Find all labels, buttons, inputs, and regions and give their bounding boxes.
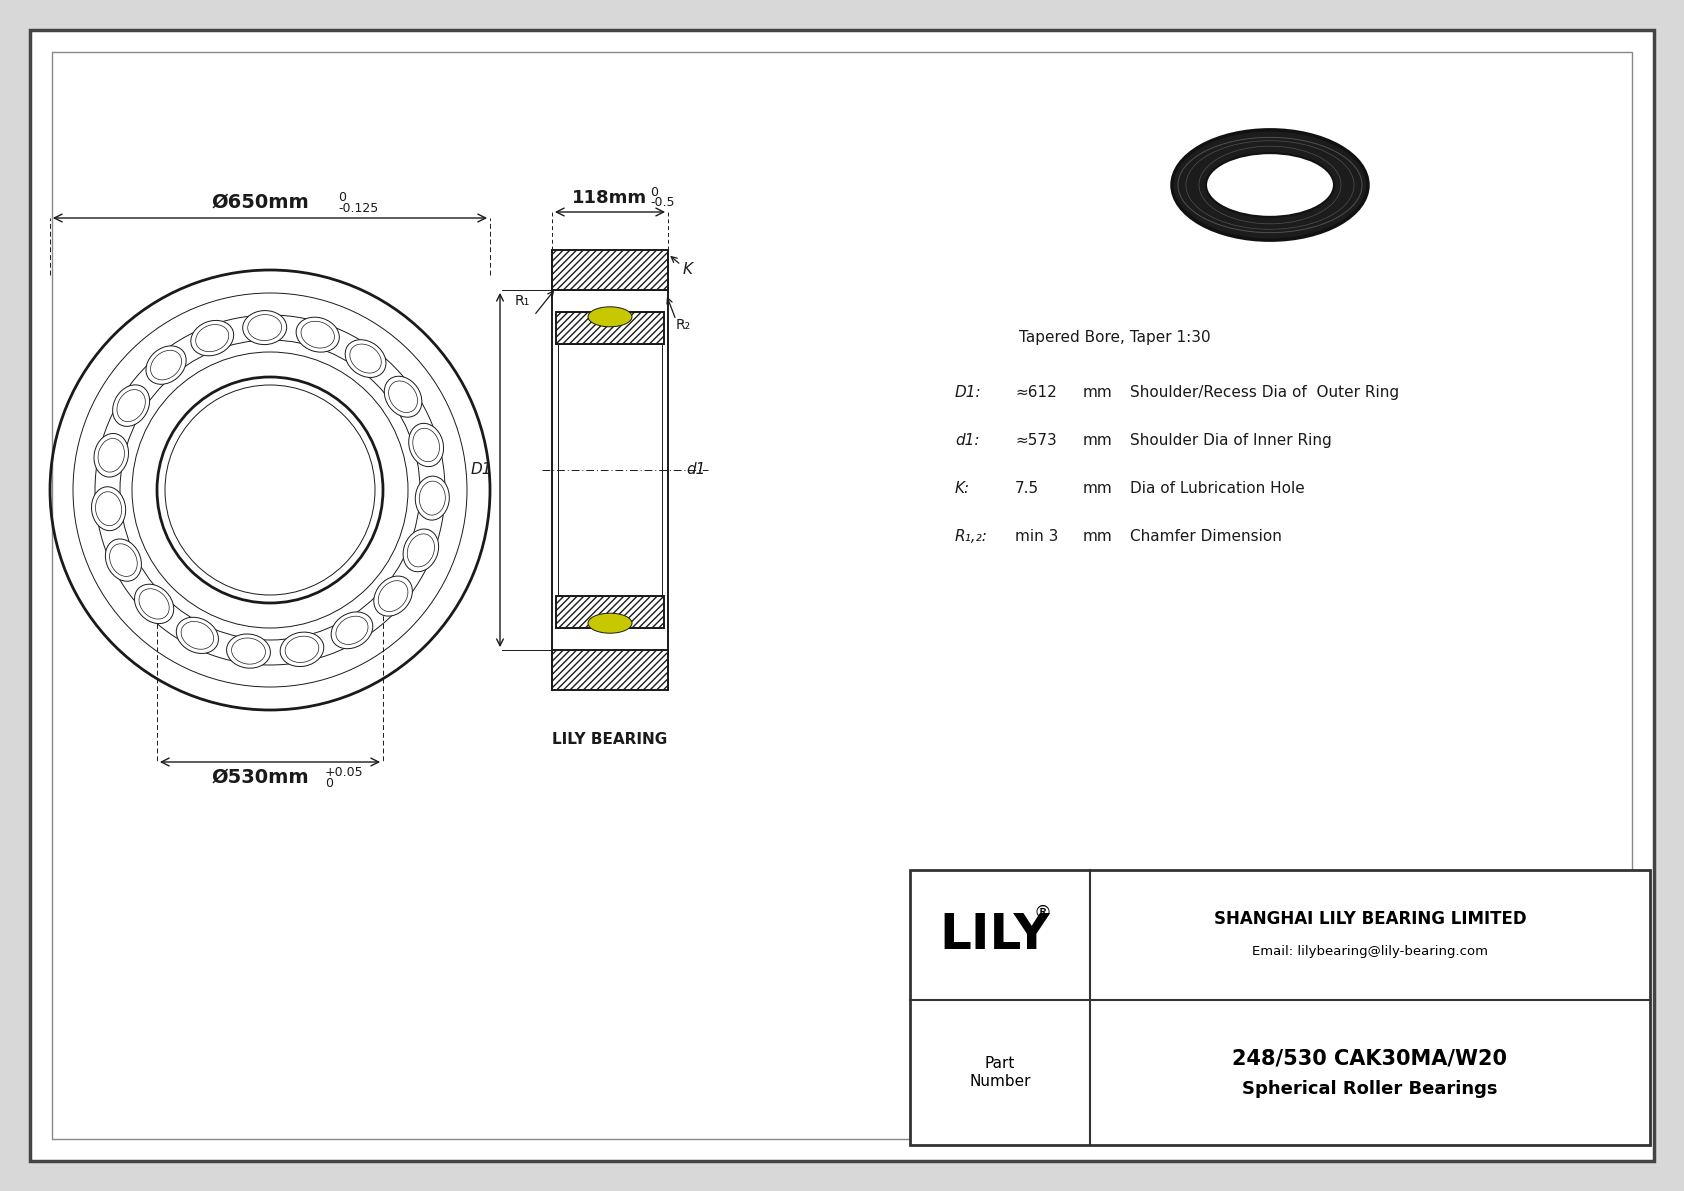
Text: 0: 0 [650,186,658,199]
Ellipse shape [147,345,187,385]
Ellipse shape [588,307,632,326]
Ellipse shape [280,632,323,667]
Bar [556,312,663,343]
Ellipse shape [296,317,340,353]
Text: d1: d1 [685,462,706,478]
Text: Email: lilybearing@lily-bearing.com: Email: lilybearing@lily-bearing.com [1251,944,1489,958]
Text: LILY BEARING: LILY BEARING [552,732,667,747]
Text: ≈573: ≈573 [1015,434,1058,448]
Ellipse shape [1172,130,1367,241]
Ellipse shape [177,617,219,654]
Text: R₂: R₂ [675,318,690,332]
Ellipse shape [190,320,234,356]
Text: 0: 0 [338,191,345,204]
Text: Ø650mm: Ø650mm [210,193,308,212]
Ellipse shape [416,476,450,520]
Text: +0.05: +0.05 [325,766,364,779]
Ellipse shape [91,487,126,531]
Ellipse shape [588,613,632,634]
Text: 118mm: 118mm [573,189,648,207]
Text: R₁: R₁ [515,294,530,307]
Text: R₁,₂:: R₁,₂: [955,529,989,544]
Text: mm: mm [1083,385,1113,400]
Text: Shoulder/Recess Dia of  Outer Ring: Shoulder/Recess Dia of Outer Ring [1130,385,1399,400]
Text: LILY: LILY [940,911,1051,959]
Text: 7.5: 7.5 [1015,481,1039,495]
Text: Spherical Roller Bearings: Spherical Roller Bearings [1243,1079,1497,1097]
Text: SHANGHAI LILY BEARING LIMITED: SHANGHAI LILY BEARING LIMITED [1214,910,1526,928]
Ellipse shape [227,634,271,668]
Ellipse shape [409,423,443,467]
Text: K:: K: [955,481,970,495]
Ellipse shape [1206,154,1334,217]
Bar [552,250,669,289]
Text: Tapered Bore, Taper 1:30: Tapered Bore, Taper 1:30 [1019,330,1211,345]
Bar [909,869,1650,1145]
Text: ≈612: ≈612 [1015,385,1058,400]
Ellipse shape [106,540,141,581]
Text: d1:: d1: [955,434,980,448]
Text: Dia of Lubrication Hole: Dia of Lubrication Hole [1130,481,1305,495]
Text: Shoulder Dia of Inner Ring: Shoulder Dia of Inner Ring [1130,434,1332,448]
Bar [552,650,669,690]
Ellipse shape [135,585,173,624]
Ellipse shape [94,434,128,478]
Ellipse shape [113,385,150,426]
Text: D1:: D1: [955,385,982,400]
Text: 0: 0 [325,777,333,790]
Text: -0.125: -0.125 [338,202,379,216]
Text: ®: ® [1032,904,1051,922]
Text: K: K [684,262,694,278]
Ellipse shape [345,339,386,378]
Text: mm: mm [1083,481,1113,495]
Bar [556,597,663,629]
Text: Ø530mm: Ø530mm [210,768,308,787]
Text: min 3: min 3 [1015,529,1058,544]
Text: -0.5: -0.5 [650,197,675,208]
Ellipse shape [374,576,413,616]
Ellipse shape [332,612,372,649]
Ellipse shape [242,311,286,344]
Text: Part
Number: Part Number [970,1056,1031,1089]
Text: mm: mm [1083,434,1113,448]
Ellipse shape [384,376,423,417]
Text: mm: mm [1083,529,1113,544]
Text: D1: D1 [470,462,492,478]
Ellipse shape [402,529,438,572]
Text: Chamfer Dimension: Chamfer Dimension [1130,529,1282,544]
Text: 248/530 CAK30MA/W20: 248/530 CAK30MA/W20 [1233,1048,1507,1068]
